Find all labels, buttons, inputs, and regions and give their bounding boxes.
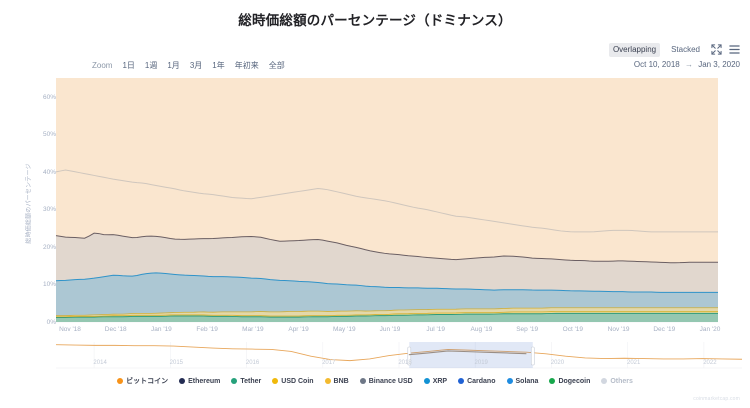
legend-item-label: Ethereum [188,377,221,385]
navigator-year-label: 2016 [245,360,260,366]
legend-item[interactable]: Cardano [458,377,496,385]
legend-item[interactable]: Tether [231,378,261,385]
legend-item[interactable]: BNB [324,377,349,385]
range-navigator[interactable] [0,340,750,372]
legend-item[interactable]: Others [601,378,633,385]
legend-color-dot [179,378,186,384]
legend-item-label: ビットコイン [126,378,169,385]
zoom-option-1y[interactable]: 1年 [212,61,225,70]
zoom-option-1d[interactable]: 1日 [122,61,135,70]
y-axis-tick-label: 20% [42,243,56,251]
y-axis-tick-label: 10% [42,281,56,289]
legend-color-dot [117,378,124,384]
legend-item-label: Dogecoin [558,377,591,385]
legend-item-label: Tether [240,377,262,385]
x-axis-tick-label: Dec '19 [653,326,676,333]
legend-item[interactable]: Solana [506,377,539,385]
navigator-year-label: 2017 [322,360,336,366]
legend-color-dot [549,378,556,384]
navigator-handle-right [530,346,535,366]
legend-item-label: USD Coin [281,377,314,385]
legend-item-label: Binance USD [368,377,413,385]
legend-item[interactable]: Ethereum [179,378,220,385]
legend-color-dot [423,378,430,384]
legend-item-label: BNB [333,377,349,385]
y-axis-tick-label: 40% [42,168,56,176]
legend-color-dot [506,378,513,384]
zoom-range-selector: Zoom 1日 1週 1月 3月 1年 年初来 全部 [92,58,290,73]
x-axis-tick-label: Jul '19 [426,326,445,333]
y-axis-tick-label: 60% [42,93,56,101]
date-range-from: Oct 10, 2018 [633,60,680,69]
legend-item[interactable]: Binance USD [359,377,413,385]
zoom-option-3m[interactable]: 3月 [189,61,203,70]
x-axis-tick-label: Mar '19 [242,326,264,333]
navigator-year-label: 2022 [703,360,717,366]
hamburger-menu-icon[interactable] [729,44,740,55]
x-axis-tick-label: Dec '18 [104,326,127,333]
zoom-option-ytd[interactable]: 年初来 [234,61,259,70]
legend-item[interactable]: USD Coin [272,377,314,385]
x-axis-tick-label: May '19 [333,326,356,333]
zoom-label: Zoom [92,61,113,70]
legend-item[interactable]: Dogecoin [549,378,590,385]
navigator-year-label: 2020 [550,360,565,366]
x-axis-tick-label: Aug '19 [470,326,493,333]
navigator-year-label: 2014 [93,360,107,366]
legend-item-label: Cardano [467,377,496,385]
navigator-handle-left [407,346,412,366]
legend-color-dot [601,378,608,384]
legend-color-dot [324,378,331,384]
x-axis-tick-label: Jun '19 [379,326,401,333]
fullscreen-icon[interactable] [711,44,722,55]
navigator-year-label: 2021 [626,360,641,366]
x-axis-tick-label: Feb '19 [196,326,218,333]
legend-item[interactable]: XRP [423,377,448,385]
x-axis-tick-label: Jan '19 [151,326,172,333]
chart-mode-controls: Overlapping Stacked [608,43,740,57]
y-axis-tick-label: 30% [42,206,56,214]
zoom-option-all[interactable]: 全部 [268,61,285,70]
watermark: coinmarketcap.com [693,396,740,402]
legend-item[interactable]: ビットコイン [117,376,168,386]
date-range-display: Oct 10, 2018 → Jan 3, 2020 [634,60,740,69]
area-chart-svg[interactable] [0,78,750,328]
x-axis-tick-label: Oct '19 [562,326,584,333]
legend-item-label: XRP [432,377,448,385]
x-axis-tick-label: Apr '19 [288,326,309,333]
navigator-year-label: 2015 [169,360,184,366]
legend-color-dot [359,378,366,384]
main-plot-area[interactable] [0,78,750,328]
date-range-to: Jan 3, 2020 [698,60,740,69]
x-axis-tick-label: Nov '19 [607,326,630,333]
page-title: 総時価総額のパーセンテージ（ドミナンス） [238,13,512,28]
stacked-mode-button[interactable]: Stacked [671,45,700,54]
x-axis-ticks: Nov '18 Dec '18 Jan '19 Feb '19 Mar '19 Apr '… [0,324,750,338]
y-axis-ticks: 60% 50% 40% 30% 20% 10% 0% [22,78,56,328]
legend-item-label: Solana [515,377,539,385]
overlapping-mode-button[interactable]: Overlapping [608,43,661,57]
chart-legend: ビットコイン Ethereum Tether USD Coin BNB Binance U… [0,376,750,386]
navigator-year-label: 2018 [398,360,412,366]
navigator-svg[interactable] [0,340,750,372]
legend-color-dot [272,378,279,384]
navigator-year-label: 2019 [474,360,488,366]
y-axis-tick-label: 50% [42,131,56,139]
x-axis-tick-label: Sep '19 [516,326,539,333]
legend-item-label: Others [610,377,633,385]
zoom-option-1m[interactable]: 1月 [167,61,180,70]
x-axis-tick-label: Jan '20 [699,326,721,333]
date-range-arrow: → [684,60,693,69]
zoom-option-1w[interactable]: 1週 [144,61,158,70]
y-axis-tick-label: 0% [46,319,56,326]
x-axis-tick-label: Nov '18 [59,326,81,333]
legend-color-dot [231,378,238,384]
legend-color-dot [458,378,465,384]
